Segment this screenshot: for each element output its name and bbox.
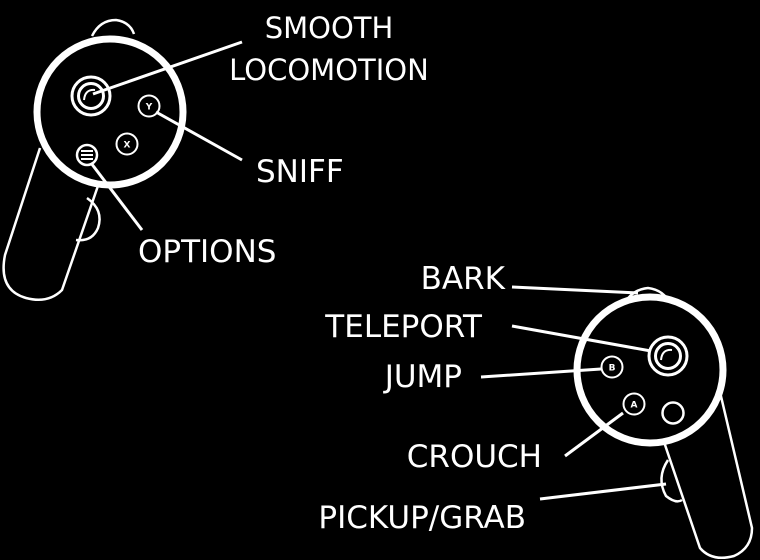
x-button-letter: X (124, 141, 131, 151)
oculus-button-icon (661, 401, 685, 425)
left-tracking-ring (33, 35, 187, 189)
sniff-label: SNIFF (256, 154, 344, 190)
a-button-letter: A (631, 401, 638, 411)
options-leader (89, 162, 144, 231)
menu-button-icon (75, 143, 99, 167)
right-grip (660, 459, 683, 503)
thumbstick-icon (70, 75, 112, 117)
bark-leader (511, 285, 639, 295)
sniff-leader (155, 110, 243, 162)
thumbstick-icon (647, 335, 689, 377)
crouch-label: CROUCH (407, 439, 542, 475)
left-controller: Y X (2, 18, 243, 301)
x-button-icon: X (115, 132, 139, 156)
right-handle (660, 391, 754, 559)
options-label: OPTIONS (138, 234, 276, 270)
smooth-locomotion-leader (92, 40, 243, 96)
right-controller: B A (480, 285, 754, 559)
b-button-icon: B (600, 355, 624, 379)
jump-leader (480, 367, 602, 379)
b-button-letter: B (609, 364, 616, 374)
y-button-letter: Y (145, 103, 153, 113)
bark-label: BARK (421, 261, 506, 297)
a-button-icon: A (622, 392, 646, 416)
y-button-icon: Y (137, 94, 161, 118)
pickup-grab-leader (539, 482, 667, 501)
smooth-locomotion-label-line1: SMOOTH (265, 11, 394, 45)
teleport-leader (511, 324, 652, 353)
pickup-grab-label: PICKUP/GRAB (318, 500, 526, 536)
jump-label: JUMP (383, 359, 462, 395)
left-trigger (90, 18, 136, 37)
teleport-label: TELEPORT (324, 309, 483, 345)
left-handle (2, 147, 102, 301)
smooth-locomotion-label-line2: LOCOMOTION (229, 53, 429, 87)
crouch-leader (564, 411, 624, 458)
left-grip (75, 196, 101, 242)
